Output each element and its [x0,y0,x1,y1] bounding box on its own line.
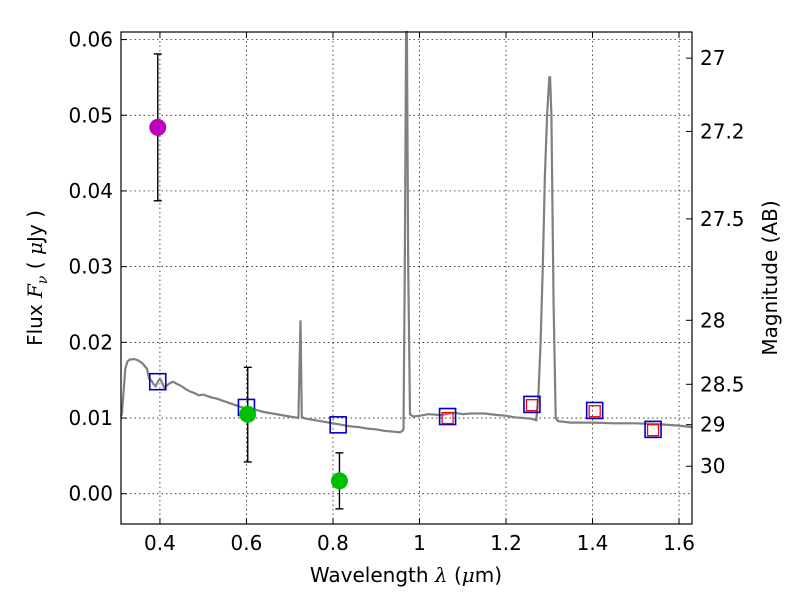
observed-optical-point [330,472,348,490]
y2-tick-label: 27.5 [700,207,745,231]
observed-nir-square [441,411,454,425]
axis-ticks: 0.4 0.6 0.8 1 1.2 1.4 1.6 0.00 0.01 0.02 0.03 0.04 0… [68,28,744,555]
model-flux-square [329,416,347,434]
y-tick-label: 0.06 [68,28,113,52]
x-tick-label: 1.2 [490,531,522,555]
model-flux-square [438,407,457,426]
x-axis-label: Wavelength λ (μm) [310,563,502,587]
observed-optical-point [239,405,257,423]
y2-axis-label: Magnitude (AB) [758,200,782,355]
spectrum-line [119,30,693,434]
y-axis-label: Flux Fν ( μJy ) [23,210,51,346]
spectrum-layer [119,30,693,434]
y2-tick-label: 28 [700,308,725,332]
model-flux-square [148,372,167,391]
y-tick-label: 0.00 [68,482,113,506]
model-flux-square [523,395,541,414]
y2-tick-label: 29 [700,413,725,437]
y-tick-label: 0.02 [68,330,113,354]
y-tick-label: 0.03 [68,255,113,279]
x-tick-label: 0.6 [231,531,263,555]
marker-layer [148,53,662,510]
x-tick-label: 0.4 [144,531,176,555]
y2-tick-label: 28.5 [700,372,745,396]
y2-tick-label: 27.2 [700,119,745,143]
x-tick-label: 1.6 [663,531,695,555]
y2-tick-label: 27 [700,46,725,70]
observed-nir-square [525,399,539,412]
plot-frame [120,31,693,525]
y-tick-label: 0.05 [68,103,113,127]
model-flux-square [585,401,604,420]
x-tick-label: 1.4 [577,531,609,555]
observed-nir-square [588,405,601,418]
model-flux-square [644,420,662,439]
x-tick-label: 0.8 [317,531,349,555]
observed-nir-square [646,423,660,437]
y2-tick-label: 30 [700,454,725,478]
y-tick-label: 0.01 [68,406,113,430]
x-tick-label: 1 [413,531,426,555]
grid-lines [121,32,692,524]
observed-optical-point [149,118,167,136]
y-tick-label: 0.04 [68,179,113,203]
